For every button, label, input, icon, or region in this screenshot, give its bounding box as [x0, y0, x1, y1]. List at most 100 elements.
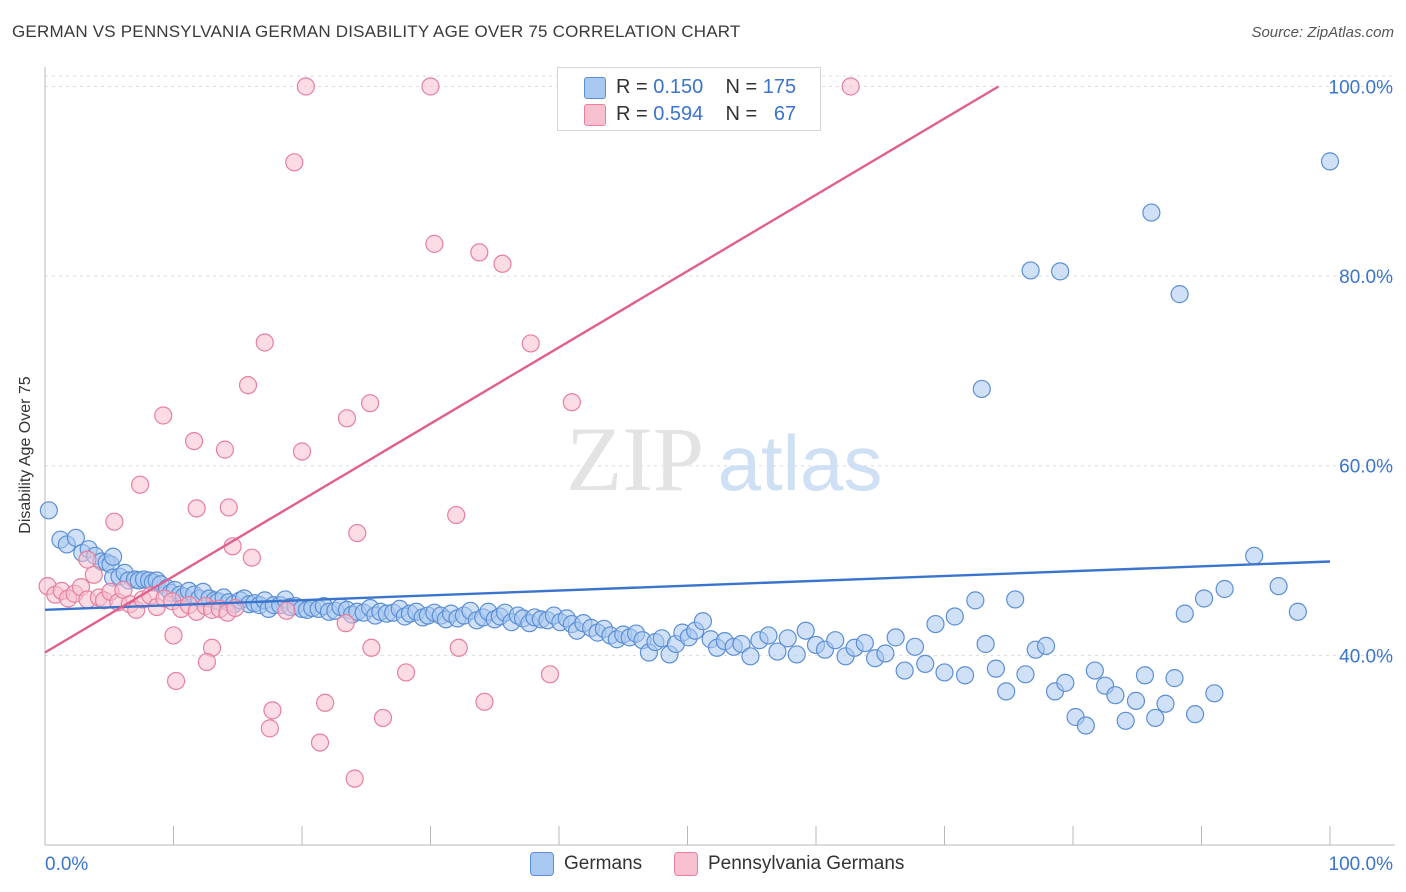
data-point: [1006, 590, 1025, 609]
data-point: [105, 512, 124, 531]
data-point: [449, 638, 468, 657]
data-point: [425, 234, 444, 253]
data-point: [336, 614, 355, 633]
legend-label-pennsylvania-germans: Pennsylvania Germans: [708, 853, 905, 874]
data-point: [337, 409, 357, 428]
watermark-zip: ZIP: [566, 408, 704, 510]
data-point: [741, 647, 760, 666]
legend-item-germans: Germans: [530, 852, 642, 876]
data-point: [935, 663, 954, 682]
data-point: [997, 682, 1016, 701]
data-point: [1076, 716, 1095, 735]
data-point: [219, 498, 238, 517]
data-point: [396, 663, 416, 682]
legend-swatch-germans: [584, 77, 606, 99]
source-note: Source: ZipAtlas.com: [1251, 24, 1394, 41]
data-point: [184, 431, 204, 451]
data-point: [1215, 579, 1234, 599]
data-point: [1036, 636, 1056, 655]
watermark: ZIP atlas: [566, 408, 882, 510]
data-point: [255, 333, 274, 352]
data-point: [972, 379, 991, 399]
y-tick-label: 100.0%: [1329, 77, 1394, 98]
data-point: [916, 654, 935, 674]
data-point: [66, 528, 85, 547]
data-point: [1194, 589, 1214, 608]
data-point: [1165, 669, 1184, 688]
data-point: [348, 523, 367, 543]
data-point: [1320, 152, 1340, 171]
data-point: [826, 631, 845, 650]
data-point: [1288, 602, 1307, 621]
data-point: [876, 644, 895, 663]
data-point: [1170, 285, 1189, 304]
y-tick-label: 40.0%: [1339, 646, 1393, 667]
data-point: [1126, 691, 1146, 710]
data-point: [905, 637, 925, 656]
data-point: [277, 601, 296, 620]
data-point: [104, 547, 123, 566]
data-point: [447, 505, 466, 525]
data-point: [1085, 661, 1104, 680]
y-axis-label: Disability Age Over 75: [17, 376, 34, 534]
n-label: N =: [725, 76, 758, 98]
stats-legend: R = 0.150 N = 175 R = 0.594 N = 67: [557, 67, 821, 131]
data-point: [886, 628, 905, 647]
chart-title: GERMAN VS PENNSYLVANIA GERMAN DISABILITY…: [12, 22, 741, 41]
data-point: [1175, 604, 1194, 623]
legend-item-pennsylvania-germans: Pennsylvania Germans: [674, 852, 904, 876]
data-point: [421, 77, 440, 96]
trend-line: [44, 560, 1331, 612]
data-point: [164, 626, 183, 645]
r-value-pennsylvania-germans: 0.594: [653, 103, 704, 125]
data-point: [841, 77, 860, 96]
data-point: [521, 334, 540, 353]
data-point: [316, 693, 335, 712]
data-point: [296, 77, 315, 96]
data-point: [1056, 673, 1075, 692]
legend-swatch-pennsylvania-germans: [584, 104, 606, 126]
legend-swatch-germans: [530, 852, 554, 876]
legend-swatch-pennsylvania-germans: [674, 852, 698, 876]
data-point: [130, 475, 150, 494]
n-value-pennsylvania-germans: 67: [773, 103, 797, 125]
data-point: [768, 642, 787, 661]
data-point: [187, 499, 206, 518]
data-point: [1106, 686, 1125, 705]
data-point: [1051, 262, 1070, 281]
trend-lines: [44, 85, 1331, 654]
data-point: [215, 440, 234, 459]
data-point: [759, 626, 778, 645]
data-point: [1269, 577, 1288, 596]
x-tick-label-left: 0.0%: [45, 854, 88, 875]
data-point: [926, 614, 945, 634]
data-point: [197, 652, 217, 672]
data-point: [78, 550, 97, 569]
data-point: [562, 393, 581, 412]
legend-label-germans: Germans: [564, 853, 643, 874]
data-point: [895, 661, 914, 680]
data-point: [955, 666, 975, 685]
axes: [44, 67, 1395, 846]
data-point: [361, 394, 380, 413]
data-point: [1146, 708, 1165, 728]
data-point: [1185, 705, 1205, 724]
r-label: R =: [616, 76, 648, 98]
gridlines: [45, 75, 1395, 656]
data-point: [540, 665, 560, 684]
data-point: [373, 708, 393, 728]
n-value-germans: 175: [762, 76, 797, 98]
data-point: [855, 633, 874, 653]
data-point: [310, 733, 330, 752]
data-point: [986, 659, 1006, 678]
data-point: [1021, 261, 1040, 280]
data-point: [976, 634, 995, 654]
data-point: [966, 591, 985, 610]
data-point: [787, 645, 806, 664]
data-point: [84, 565, 103, 584]
data-point: [238, 376, 258, 395]
r-value-germans: 0.150: [653, 76, 704, 98]
data-point: [1135, 666, 1155, 685]
data-point: [732, 634, 751, 654]
